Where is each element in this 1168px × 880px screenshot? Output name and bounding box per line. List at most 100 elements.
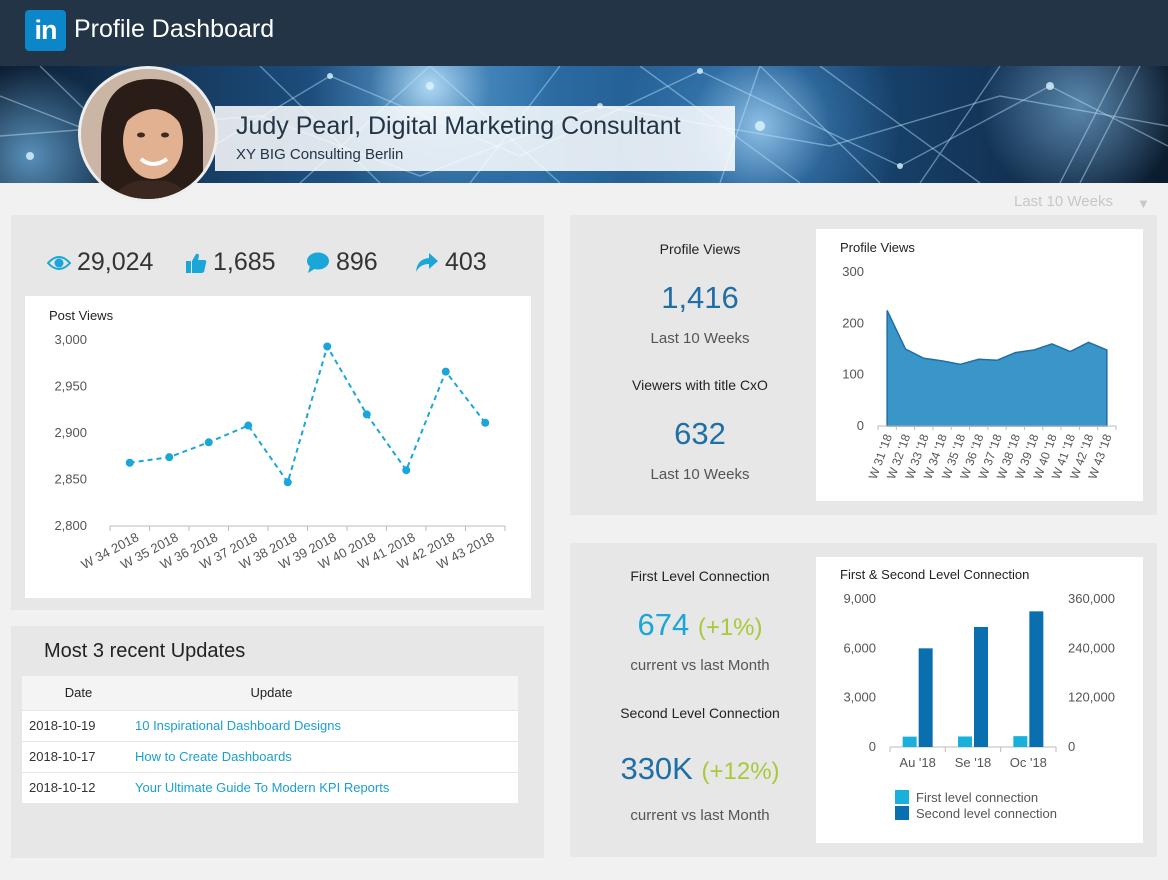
legend-swatch-first xyxy=(895,790,909,804)
second-level-delta: (+12%) xyxy=(701,758,780,785)
y-left-tick-label: 3,000 xyxy=(843,690,876,705)
data-point xyxy=(481,418,490,427)
data-point xyxy=(125,458,134,467)
profile-company: XY BIG Consulting Berlin xyxy=(236,146,404,163)
updates-table-header: Date Update xyxy=(22,676,518,710)
y-tick-label: 100 xyxy=(842,367,864,382)
y-left-tick-label: 9,000 xyxy=(843,591,876,606)
bar-second-level xyxy=(974,626,988,747)
y-right-tick-label: 360,000 xyxy=(1068,591,1115,606)
column-header-date: Date xyxy=(64,685,93,700)
y-tick-label: 200 xyxy=(842,315,864,330)
profile-name: Judy Pearl, Digital Marketing Consultant xyxy=(236,112,681,140)
kpi-comments: 896 xyxy=(306,248,378,277)
y-left-tick-label: 0 xyxy=(869,739,876,754)
update-link[interactable]: 10 Inspirational Dashboard Designs xyxy=(135,718,341,733)
second-level-value: 330K (+12%) xyxy=(585,751,815,787)
y-tick-label: 0 xyxy=(857,418,864,433)
post-views-chart-title: Post Views xyxy=(49,308,114,323)
y-tick-label: 3,000 xyxy=(54,332,87,347)
series-line xyxy=(129,343,487,485)
column-header-update: Update xyxy=(250,685,293,700)
update-date: 2018-10-17 xyxy=(29,749,96,764)
kpi-likes: 1,685 xyxy=(185,248,276,277)
connections-chart-title: First & Second Level Connection xyxy=(840,567,1030,582)
first-level-count: 674 xyxy=(637,607,690,642)
bar-first-level xyxy=(958,736,972,747)
comment-icon xyxy=(307,252,329,273)
second-level-count: 330K xyxy=(620,751,693,786)
legend-item-second: Second level connection xyxy=(895,805,1057,821)
update-link[interactable]: Your Ultimate Guide To Modern KPI Report… xyxy=(135,780,390,795)
data-point xyxy=(165,453,174,462)
y-tick-label: 2,800 xyxy=(54,518,87,533)
y-right-tick-label: 120,000 xyxy=(1068,690,1115,705)
kpi-comments-value: 896 xyxy=(336,248,378,276)
data-point xyxy=(244,421,253,430)
update-date: 2018-10-19 xyxy=(29,718,96,733)
legend-label-second: Second level connection xyxy=(916,805,1057,821)
cxo-viewers-value: 632 xyxy=(674,416,726,451)
kpi-shares: 403 xyxy=(415,248,487,277)
bar-second-level xyxy=(1029,611,1044,747)
table-row: 2018-10-19 10 Inspirational Dashboard De… xyxy=(22,710,518,741)
table-row: 2018-10-17 How to Create Dashboards xyxy=(22,741,518,772)
share-icon xyxy=(416,252,438,272)
data-point xyxy=(204,438,213,447)
connections-chart: 9,000 6,000 3,000 0 360,000 240,000 120,000 0 Au… xyxy=(843,591,1115,770)
eye-icon xyxy=(47,255,71,270)
updates-title: Most 3 recent Updates xyxy=(44,640,246,662)
second-level-period: current vs last Month xyxy=(630,807,770,824)
first-level-delta: (+1%) xyxy=(697,614,763,641)
bar-second-level xyxy=(918,648,933,747)
top-bar: in Profile Dashboard xyxy=(0,0,1168,66)
chevron-down-icon[interactable]: ▼ xyxy=(1137,196,1150,211)
kpi-shares-value: 403 xyxy=(445,248,487,276)
data-point xyxy=(441,367,450,376)
connections-legend: First level connection Second level conn… xyxy=(895,789,1057,821)
second-level-label: Second Level Connection xyxy=(620,705,780,721)
first-level-period: current vs last Month xyxy=(630,657,770,674)
cxo-viewers-label: Viewers with title CxO xyxy=(632,377,768,393)
profile-photo xyxy=(81,69,215,199)
y-right-tick-label: 0 xyxy=(1068,739,1075,754)
profile-views-period: Last 10 Weeks xyxy=(650,330,750,347)
profile-views-chart-title: Profile Views xyxy=(840,240,915,255)
app-title: Profile Dashboard xyxy=(74,15,275,43)
date-range-select[interactable]: Last 10 Weeks xyxy=(1014,193,1113,210)
first-level-label: First Level Connection xyxy=(630,568,770,584)
kpi-views-value: 29,024 xyxy=(77,248,154,276)
y-tick-label: 300 xyxy=(842,264,864,279)
update-link[interactable]: How to Create Dashboards xyxy=(135,749,292,764)
updates-table: Date Update 2018-10-19 10 Inspirational … xyxy=(22,676,518,803)
kpi-views: 29,024 xyxy=(47,248,153,277)
bar-first-level xyxy=(1013,736,1028,747)
profile-views-label: Profile Views xyxy=(659,241,741,257)
avatar xyxy=(78,66,218,202)
thumbs-up-icon xyxy=(186,253,207,273)
first-level-value: 674 (+1%) xyxy=(585,607,815,643)
y-tick-label: 2,900 xyxy=(54,425,87,440)
x-tick-label: Oc '18 xyxy=(1010,755,1047,770)
legend-swatch-second xyxy=(895,806,909,820)
legend-item-first: First level connection xyxy=(895,789,1057,805)
y-left-tick-label: 6,000 xyxy=(843,640,876,655)
area-series xyxy=(886,310,1108,427)
banner-label-backdrop xyxy=(215,106,735,171)
cxo-viewers-period: Last 10 Weeks xyxy=(650,466,750,483)
post-views-card xyxy=(25,296,531,598)
data-point xyxy=(402,466,411,475)
legend-label-first: First level connection xyxy=(916,789,1039,805)
linkedin-logo: in xyxy=(25,10,66,51)
bar-first-level xyxy=(902,736,917,747)
x-tick-label: Se '18 xyxy=(955,755,991,770)
update-date: 2018-10-12 xyxy=(29,780,96,795)
y-right-tick-label: 240,000 xyxy=(1068,640,1115,655)
data-point xyxy=(323,342,332,351)
data-point xyxy=(362,410,371,419)
y-tick-label: 2,850 xyxy=(54,472,87,487)
table-row: 2018-10-12 Your Ultimate Guide To Modern… xyxy=(22,772,518,803)
data-point xyxy=(283,478,292,487)
